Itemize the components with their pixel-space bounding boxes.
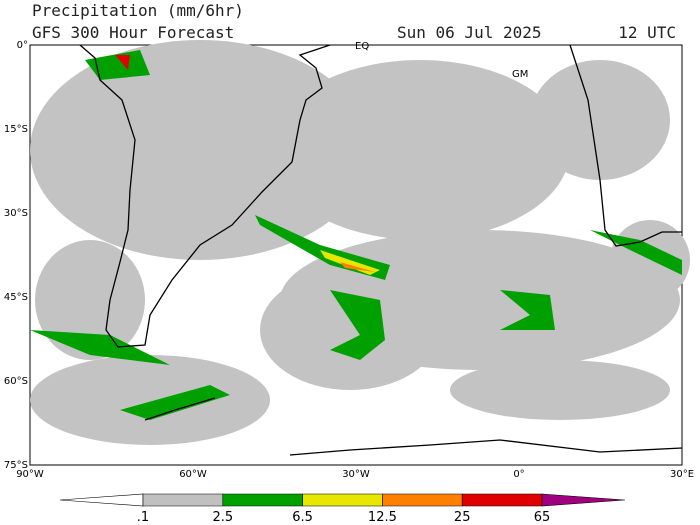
title: Precipitation (mm/6hr)	[32, 1, 244, 20]
colorbar-label: 6.5	[292, 510, 313, 525]
coastlines	[79, 44, 683, 456]
date: Sun 06 Jul 2025	[397, 23, 542, 42]
lon-label: 90°W	[16, 469, 44, 480]
map-marker: EQ	[355, 41, 369, 52]
axes: 0° 15°S 30°S 45°S 60°S 75°S90°W 60°W 30°W 0° 30°E…	[4, 40, 694, 480]
colorbar: .1 2.5 6.5 12.5 25 65	[59, 493, 626, 525]
lat-label: 60°S	[4, 376, 28, 387]
lon-label: 30°W	[342, 469, 370, 480]
lat-label: 75°S	[4, 460, 28, 471]
lon-label: 30°E	[670, 469, 694, 480]
subtitle: GFS 300 Hour Forecast	[32, 23, 234, 42]
colorbar-label: 25	[454, 510, 471, 525]
colorbar-swatch	[541, 493, 626, 507]
lat-label: 45°S	[4, 292, 28, 303]
colorbar-swatch	[142, 493, 224, 507]
map-marker: GM	[512, 69, 528, 80]
lat-label: 30°S	[4, 208, 28, 219]
lon-label: 0°	[513, 469, 524, 480]
colorbar-label: 12.5	[368, 510, 397, 525]
precip-heavy	[30, 50, 682, 420]
lat-label: 15°S	[4, 124, 28, 135]
time: 12 UTC	[618, 23, 676, 42]
lon-label: 60°W	[179, 469, 207, 480]
colorbar-swatch	[222, 493, 303, 507]
map-area	[29, 40, 690, 466]
colorbar-label: .1	[137, 510, 149, 525]
colorbar-label: 2.5	[212, 510, 233, 525]
colorbar-swatch	[59, 493, 144, 507]
lat-label: 0°	[17, 40, 28, 51]
colorbar-swatch	[382, 493, 463, 507]
colorbar-swatch	[461, 493, 543, 507]
colorbar-swatch	[302, 493, 383, 507]
colorbar-label: 65	[534, 510, 551, 525]
